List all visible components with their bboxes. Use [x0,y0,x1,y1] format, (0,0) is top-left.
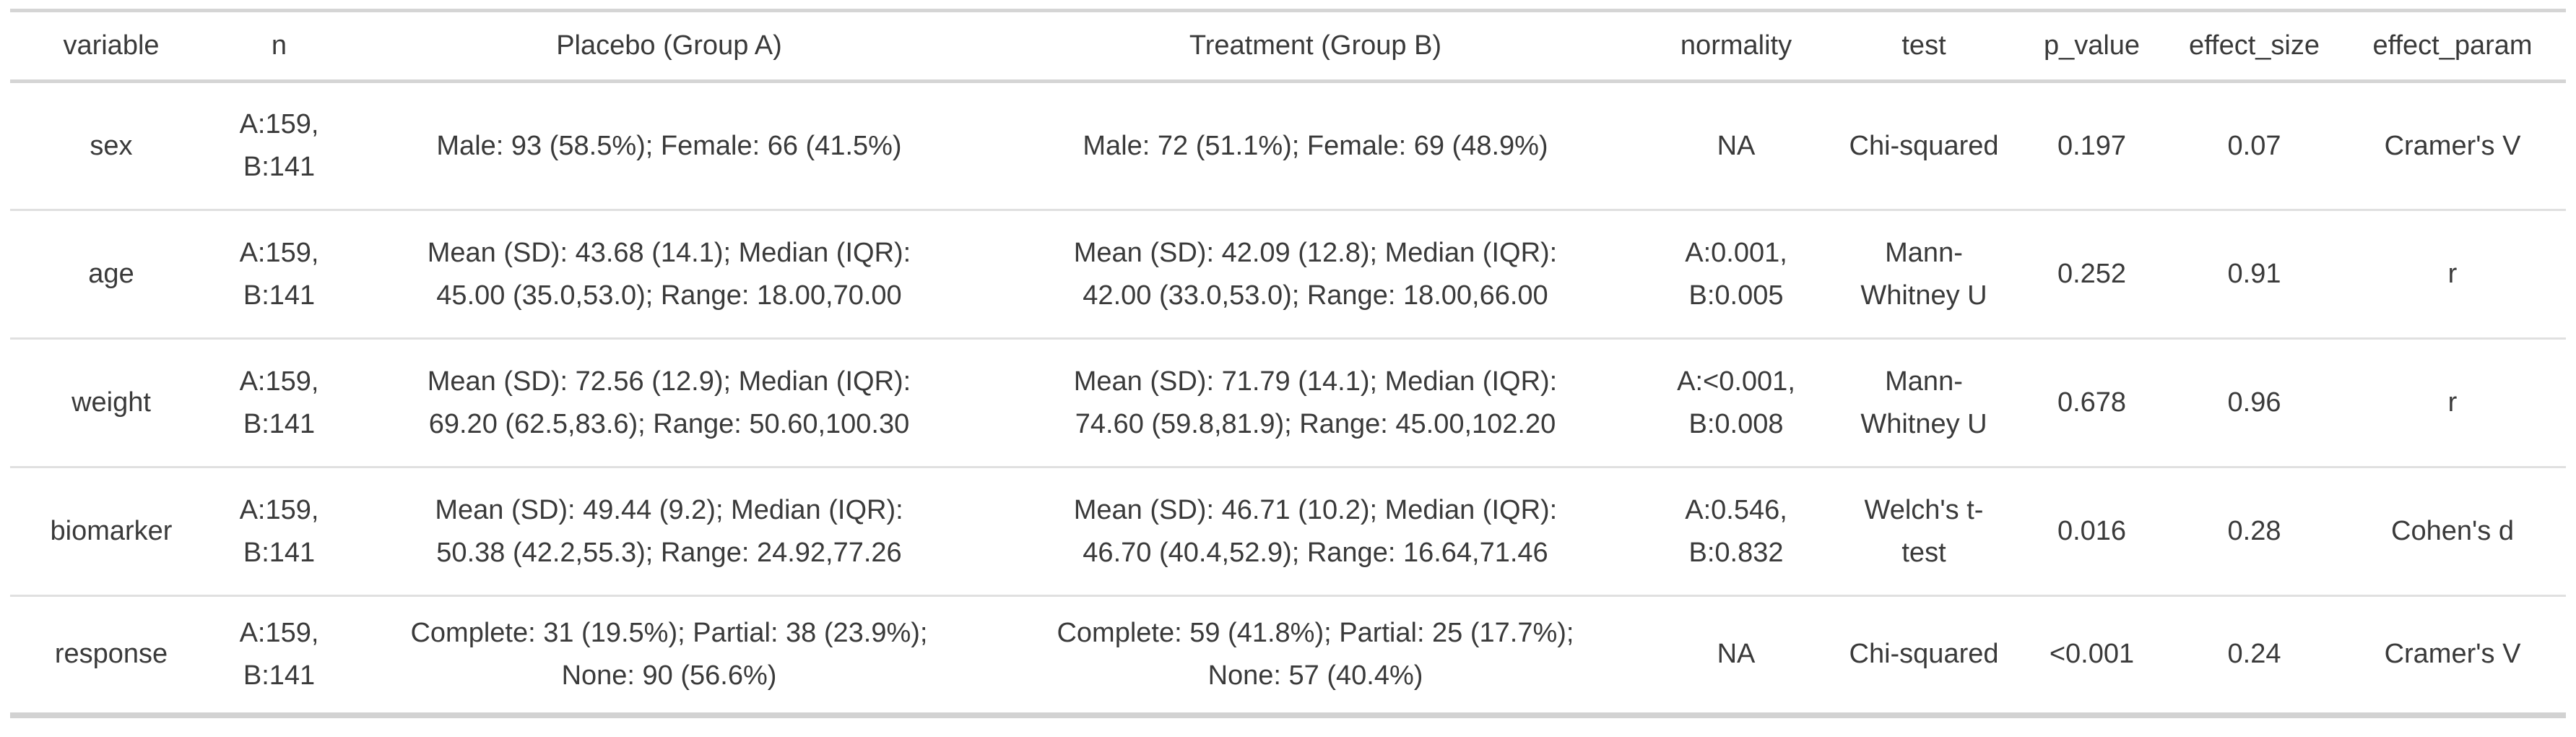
cell-treatment: Complete: 59 (41.8%); Partial: 25 (17.7%… [992,595,1639,718]
column-header-test: test [1834,10,2014,83]
cell-normality: NA [1639,595,1834,718]
table-row-age: age A:159, B:141 Mean (SD): 43.68 (14.1)… [10,210,2566,340]
column-header-treatment: Treatment (Group B) [992,10,1639,83]
cell-effect-param: r [2339,338,2566,468]
cell-test: Chi-squared [1834,81,2014,211]
cell-effect-size: 0.28 [2169,467,2339,597]
cell-n: A:159, B:141 [212,595,346,718]
cell-p-value: <0.001 [2014,595,2169,718]
cell-treatment-text: Mean (SD): 42.09 (12.8); Median (IQR): 4… [1073,237,1558,311]
cell-n: A:159, B:141 [212,467,346,597]
cell-placebo-text: Mean (SD): 43.68 (14.1); Median (IQR): 4… [427,237,911,311]
cell-variable: biomarker [10,467,212,597]
cell-effect-size: 0.96 [2169,338,2339,468]
cell-test: Mann-Whitney U [1834,210,2014,340]
cell-effect-size: 0.07 [2169,81,2339,211]
cell-variable: response [10,595,212,718]
cell-placebo-text: Male: 93 (58.5%); Female: 66 (41.5%) [436,130,902,161]
cell-effect-size: 0.91 [2169,210,2339,340]
column-header-n: n [212,10,346,83]
column-header-placebo: Placebo (Group A) [346,10,992,83]
table-row-biomarker: biomarker A:159, B:141 Mean (SD): 49.44 … [10,467,2566,597]
cell-test: Chi-squared [1834,595,2014,718]
cell-treatment: Mean (SD): 42.09 (12.8); Median (IQR): 4… [992,210,1639,340]
cell-n: A:159, B:141 [212,210,346,340]
cell-variable: weight [10,338,212,468]
cell-treatment: Mean (SD): 46.71 (10.2); Median (IQR): 4… [992,467,1639,597]
cell-test: Welch's t-test [1834,467,2014,597]
cell-placebo-text: Mean (SD): 72.56 (12.9); Median (IQR): 6… [427,366,911,439]
cell-treatment-text: Complete: 59 (41.8%); Partial: 25 (17.7%… [1057,617,1574,691]
column-header-p-value: p_value [2014,10,2169,83]
header-row: variable n Placebo (Group A) Treatment (… [10,10,2566,83]
cell-treatment-text: Mean (SD): 71.79 (14.1); Median (IQR): 7… [1073,366,1558,439]
cell-treatment-text: Male: 72 (51.1%); Female: 69 (48.9%) [1083,130,1548,161]
summary-statistics-table: variable n Placebo (Group A) Treatment (… [10,9,2566,718]
table-row-weight: weight A:159, B:141 Mean (SD): 72.56 (12… [10,338,2566,468]
cell-placebo-text: Complete: 31 (19.5%); Partial: 38 (23.9%… [410,617,928,691]
cell-p-value: 0.016 [2014,467,2169,597]
column-header-effect-size: effect_size [2169,10,2339,83]
cell-treatment: Male: 72 (51.1%); Female: 69 (48.9%) [992,81,1639,211]
cell-n: A:159, B:141 [212,81,346,211]
cell-placebo: Mean (SD): 43.68 (14.1); Median (IQR): 4… [346,210,992,340]
table-row-sex: sex A:159, B:141 Male: 93 (58.5%); Femal… [10,81,2566,211]
cell-effect-param: Cohen's d [2339,467,2566,597]
column-header-variable: variable [10,10,212,83]
cell-p-value: 0.678 [2014,338,2169,468]
cell-treatment: Mean (SD): 71.79 (14.1); Median (IQR): 7… [992,338,1639,468]
cell-effect-param: r [2339,210,2566,340]
cell-p-value: 0.197 [2014,81,2169,211]
cell-variable: age [10,210,212,340]
cell-normality: A:0.001, B:0.005 [1639,210,1834,340]
cell-effect-param: Cramer's V [2339,595,2566,718]
cell-treatment-text: Mean (SD): 46.71 (10.2); Median (IQR): 4… [1073,494,1558,568]
cell-effect-param: Cramer's V [2339,81,2566,211]
column-header-normality: normality [1639,10,1834,83]
table-row-response: response A:159, B:141 Complete: 31 (19.5… [10,595,2566,718]
cell-effect-size: 0.24 [2169,595,2339,718]
column-header-effect-param: effect_param [2339,10,2566,83]
cell-placebo-text: Mean (SD): 49.44 (9.2); Median (IQR): 50… [435,494,903,568]
cell-normality: NA [1639,81,1834,211]
cell-placebo: Mean (SD): 72.56 (12.9); Median (IQR): 6… [346,338,992,468]
cell-placebo: Mean (SD): 49.44 (9.2); Median (IQR): 50… [346,467,992,597]
cell-n: A:159, B:141 [212,338,346,468]
cell-test: Mann-Whitney U [1834,338,2014,468]
cell-placebo: Male: 93 (58.5%); Female: 66 (41.5%) [346,81,992,211]
statistical-summary-page: variable n Placebo (Group A) Treatment (… [10,9,2566,718]
cell-normality: A:0.546, B:0.832 [1639,467,1834,597]
cell-normality: A:<0.001, B:0.008 [1639,338,1834,468]
cell-placebo: Complete: 31 (19.5%); Partial: 38 (23.9%… [346,595,992,718]
cell-variable: sex [10,81,212,211]
cell-p-value: 0.252 [2014,210,2169,340]
